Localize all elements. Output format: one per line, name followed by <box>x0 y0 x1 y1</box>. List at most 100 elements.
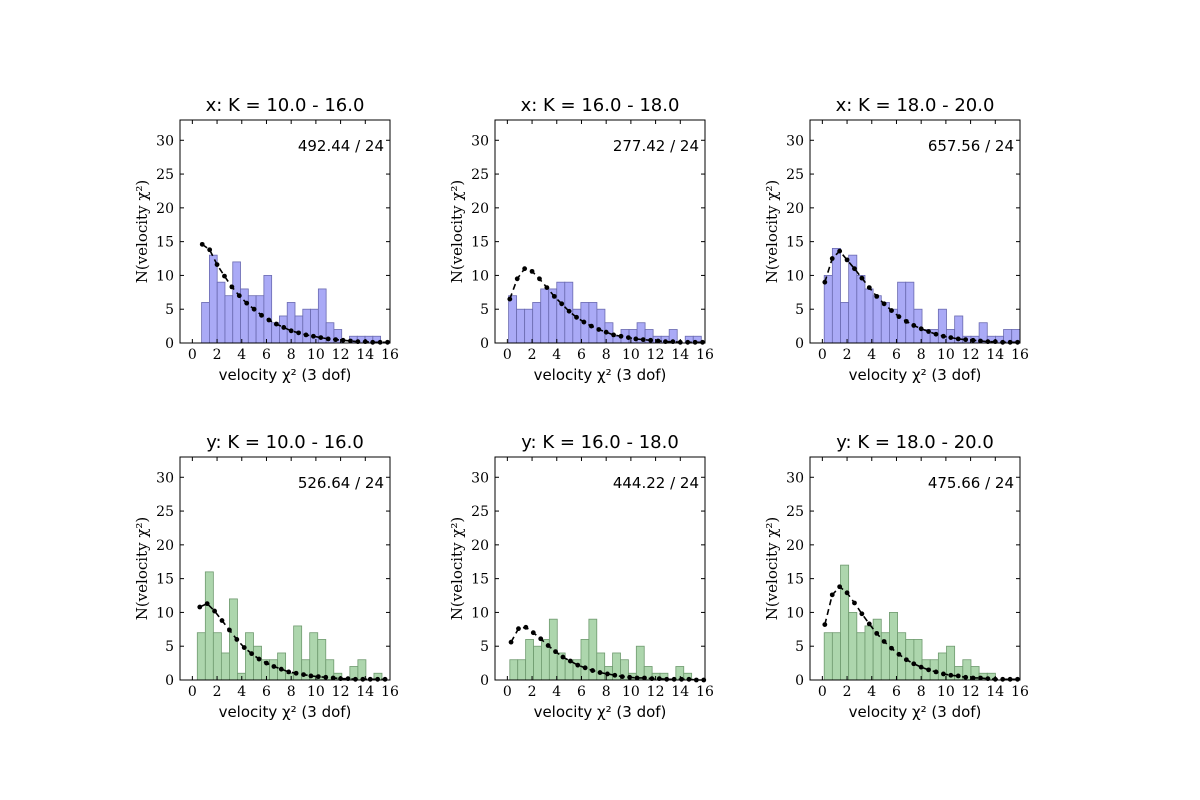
histogram-bar <box>872 618 882 681</box>
expected-point <box>642 675 647 681</box>
expected-point <box>199 241 205 247</box>
expected-point <box>903 657 909 663</box>
y-tick-label: 5 <box>795 302 804 318</box>
x-tick-label: 2 <box>213 684 222 700</box>
x-tick-label: 10 <box>937 347 955 363</box>
x-tick-label: 6 <box>262 347 271 363</box>
expected-point <box>918 664 924 670</box>
y-tick-label: 0 <box>795 673 804 689</box>
chi2-annotation: 657.56 / 24 <box>928 137 1014 155</box>
expected-point <box>859 275 865 281</box>
y-tick-label: 15 <box>786 572 804 588</box>
x-tick-label: 0 <box>188 684 197 700</box>
histogram-bar <box>196 632 206 681</box>
expected-point <box>219 618 225 623</box>
expected-point <box>271 664 277 669</box>
histogram-bar <box>245 632 254 681</box>
x-tick-label: 8 <box>917 684 926 700</box>
expected-point <box>605 671 610 677</box>
expected-point <box>655 338 661 344</box>
y-tick-label: 15 <box>471 235 489 251</box>
x-tick-label: 16 <box>1011 684 1029 700</box>
expected-point <box>545 643 551 648</box>
expected-point <box>640 337 646 343</box>
expected-point <box>829 256 835 261</box>
histogram-bar <box>253 645 262 681</box>
expected-point <box>626 335 631 340</box>
expected-point <box>293 670 299 676</box>
expected-point <box>582 665 588 671</box>
y-tick-label: 30 <box>471 133 489 149</box>
histogram-bar <box>255 295 265 344</box>
x-tick-label: 2 <box>528 347 537 363</box>
histogram-bar <box>269 659 278 681</box>
expected-point <box>686 676 692 682</box>
expected-point <box>281 325 287 330</box>
expected-point <box>273 321 279 327</box>
expected-point <box>619 674 625 680</box>
histogram-bar <box>263 275 273 344</box>
x-tick-label: 2 <box>528 684 537 700</box>
expected-point <box>296 330 301 336</box>
expected-point <box>311 333 316 339</box>
expected-point <box>508 639 514 645</box>
expected-point <box>948 335 954 340</box>
x-tick-label: 4 <box>867 684 876 700</box>
x-tick-label: 14 <box>356 347 374 363</box>
expected-point <box>955 673 961 679</box>
expected-point <box>360 676 366 682</box>
y-tick-label: 0 <box>480 336 489 352</box>
expected-point <box>926 667 931 673</box>
x-tick-label: 12 <box>962 684 980 700</box>
histogram-bar <box>831 632 841 681</box>
expected-point <box>574 314 579 320</box>
expected-point <box>538 636 544 642</box>
y-tick-label: 20 <box>156 538 174 554</box>
expected-point <box>207 247 213 253</box>
y-tick-label: 20 <box>786 201 804 217</box>
expected-point <box>382 676 388 682</box>
x-tick-label: 12 <box>332 347 350 363</box>
y-tick-label: 10 <box>471 268 489 284</box>
expected-point <box>264 660 269 666</box>
chi2-annotation: 444.22 / 24 <box>613 474 699 492</box>
y-tick-label: 0 <box>795 336 804 352</box>
x-tick-label: 12 <box>332 684 350 700</box>
y-tick-label: 15 <box>156 572 174 588</box>
expected-point <box>881 301 887 307</box>
expected-point <box>648 337 654 343</box>
expected-point <box>970 675 976 681</box>
x-tick-label: 8 <box>602 347 611 363</box>
y-tick-label: 15 <box>156 235 174 251</box>
x-tick-label: 14 <box>671 684 689 700</box>
histogram-bar <box>532 302 542 344</box>
histogram-bar <box>516 308 526 344</box>
expected-point <box>1007 676 1013 682</box>
expected-point <box>370 339 376 345</box>
y-tick-label: 5 <box>480 639 489 655</box>
y-tick-label: 20 <box>471 201 489 217</box>
expected-point <box>204 601 210 607</box>
expected-point <box>375 676 381 682</box>
chi2-annotation: 526.64 / 24 <box>298 474 384 492</box>
expected-point <box>567 658 573 664</box>
expected-point <box>244 300 250 306</box>
expected-point <box>529 268 535 274</box>
expected-point <box>948 672 954 678</box>
expected-point <box>333 337 339 343</box>
expected-point <box>303 332 309 338</box>
expected-point <box>1015 339 1020 345</box>
y-tick-label: 5 <box>165 302 174 318</box>
y-tick-label: 25 <box>156 167 174 183</box>
histogram-bar <box>232 261 241 344</box>
expected-point <box>308 673 314 679</box>
expected-point <box>889 645 894 651</box>
expected-point <box>522 266 528 272</box>
expected-point <box>955 336 961 342</box>
expected-point <box>516 626 521 632</box>
expected-point <box>978 675 983 681</box>
expected-point <box>590 668 595 673</box>
